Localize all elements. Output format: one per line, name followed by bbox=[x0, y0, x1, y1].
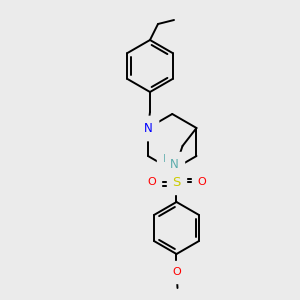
Text: H: H bbox=[163, 154, 170, 164]
Text: N: N bbox=[170, 158, 179, 170]
Text: O: O bbox=[197, 177, 206, 187]
Text: N: N bbox=[144, 122, 152, 134]
Text: S: S bbox=[172, 176, 181, 188]
Text: O: O bbox=[172, 267, 181, 277]
Text: O: O bbox=[147, 177, 156, 187]
Text: N: N bbox=[144, 122, 152, 134]
